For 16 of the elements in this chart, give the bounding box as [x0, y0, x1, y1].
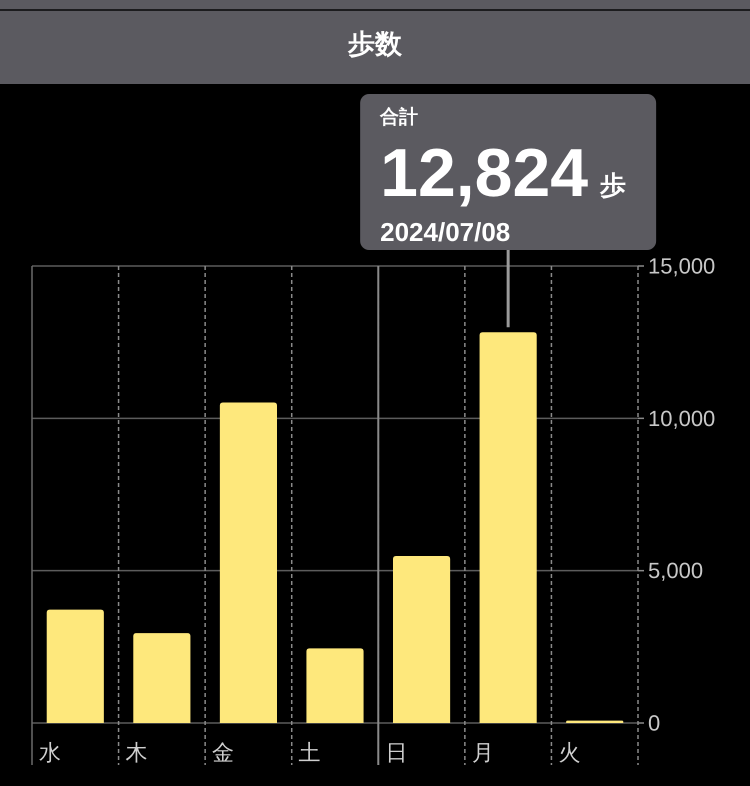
text: 合計 [379, 106, 418, 128]
x-tick-label: 水 [39, 740, 61, 765]
x-tick-label: 土 [298, 740, 321, 765]
chart-title: 歩数 [347, 29, 403, 59]
x-tick-label: 木 [126, 740, 148, 765]
x-tick-label: 月 [472, 740, 494, 765]
x-tick-label: 火 [558, 740, 580, 765]
text: 歩 [599, 170, 626, 200]
y-tick-label: 0 [648, 710, 660, 736]
text: 2024/07/08 [380, 217, 510, 247]
y-tick-label: 15,000 [648, 254, 716, 278]
x-tick-label: 金 [212, 740, 234, 765]
y-tick-label: 10,000 [648, 406, 716, 431]
data-label: 12,824 [380, 135, 588, 211]
y-tick-label: 5,000 [648, 558, 704, 584]
x-tick-label: 日 [385, 740, 408, 765]
